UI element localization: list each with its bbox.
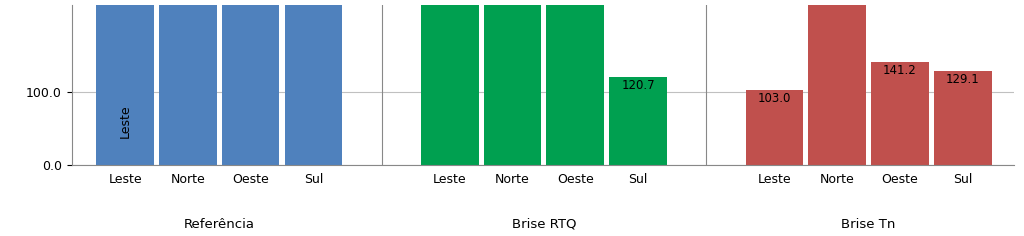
Bar: [547, 5, 604, 165]
Text: Brise RTQ: Brise RTQ: [512, 218, 577, 231]
Bar: [871, 62, 929, 165]
Bar: [285, 5, 342, 165]
Text: 141.2: 141.2: [883, 64, 916, 77]
Bar: [609, 77, 667, 165]
Bar: [934, 71, 991, 165]
Bar: [222, 5, 280, 165]
Text: 103.0: 103.0: [758, 92, 792, 105]
Text: 120.7: 120.7: [622, 79, 655, 92]
Bar: [809, 5, 866, 165]
Bar: [483, 5, 542, 165]
Bar: [745, 90, 804, 165]
Text: Brise Tn: Brise Tn: [842, 218, 896, 231]
Text: Leste: Leste: [119, 105, 132, 138]
Bar: [96, 5, 154, 165]
Text: Referência: Referência: [183, 218, 255, 231]
Bar: [159, 5, 217, 165]
Text: 129.1: 129.1: [946, 73, 980, 86]
Bar: [421, 5, 479, 165]
